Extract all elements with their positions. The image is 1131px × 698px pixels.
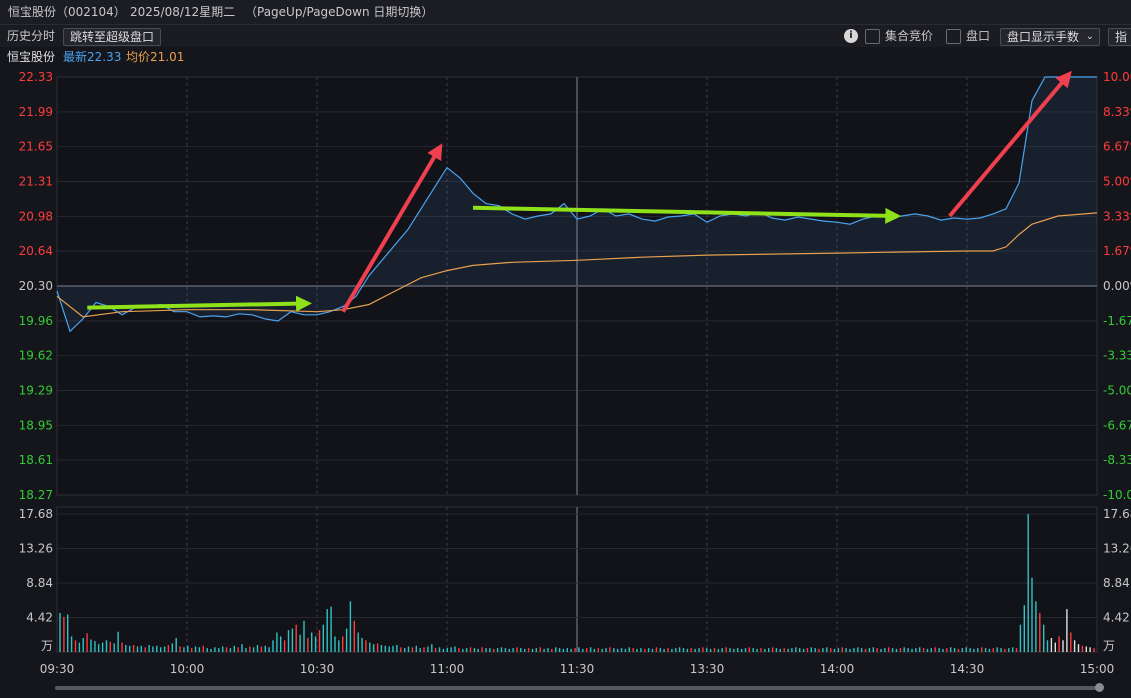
latest-price: 最新22.33: [63, 50, 122, 64]
pct-tick-label: -10.00%: [1103, 488, 1131, 502]
pct-tick-label: 0.00%: [1103, 279, 1131, 293]
flat-trend-arrow: [472, 205, 902, 224]
price-line: [56, 76, 1097, 333]
intraday-chart[interactable]: 22.33 10.00% 21.99 8.33% 21.65 6.67% 21.31 5.00…: [0, 67, 1131, 687]
scrollbar-handle[interactable]: [1095, 683, 1104, 692]
price-tick-label: 20.30: [19, 279, 53, 293]
pct-tick-label: -8.33%: [1103, 453, 1131, 467]
series-lines: [56, 76, 1098, 333]
pankou-display-select[interactable]: 盘口显示手数 ⌄: [1000, 28, 1101, 46]
volume-unit-label: 万: [41, 639, 53, 653]
jump-super-pankou-button[interactable]: 跳转至超级盘口: [63, 28, 162, 46]
volume-tick-label: 8.84: [26, 576, 53, 590]
average-price: 均价21.01: [126, 50, 185, 64]
pct-tick-label: -3.33%: [1103, 349, 1131, 363]
pct-tick-label: -5.00%: [1103, 384, 1131, 398]
stock-name: 恒宝股份: [7, 50, 56, 64]
volume-tick-label: 13.26: [19, 542, 53, 556]
price-tick-label: 21.31: [19, 175, 53, 189]
history-label[interactable]: 历史分时: [7, 29, 56, 43]
auction-checkbox[interactable]: [865, 29, 880, 44]
indicator-button[interactable]: 指: [1108, 28, 1131, 46]
info-bar: 恒宝股份 最新22.33 均价21.01: [0, 47, 1131, 67]
grid: [56, 76, 1098, 653]
price-tick-label: 19.62: [19, 349, 53, 363]
price-tick-label: 18.27: [19, 488, 53, 502]
auction-label: 集合竞价: [885, 29, 934, 43]
time-tick-label: 10:00: [170, 662, 205, 676]
volume-tick-label-right: 17.68: [1103, 507, 1131, 521]
date-switch-hint: （PageUp/PageDown 日期切换）: [245, 5, 434, 19]
price-tick-label: 22.33: [19, 70, 53, 84]
pankou-label: 盘口: [966, 29, 991, 43]
title-bar: 恒宝股份（002104） 2025/08/12星期二 （PageUp/PageD…: [0, 0, 1131, 24]
price-tick-label: 18.61: [19, 453, 53, 467]
volume-tick-label: 17.68: [19, 507, 53, 521]
date-label: 2025/08/12星期二: [130, 5, 236, 19]
time-tick-label: 11:00: [430, 662, 465, 676]
volume-tick-label-right: 8.84: [1103, 576, 1130, 590]
chevron-down-icon: ⌄: [1085, 31, 1095, 42]
pct-tick-label: -6.67%: [1103, 418, 1131, 432]
volume-tick-label-right: 13.26: [1103, 542, 1131, 556]
time-tick-label: 09:30: [40, 662, 75, 676]
flat-trend-arrow: [87, 295, 312, 312]
average-price-line: [56, 212, 1098, 318]
time-tick-label: 15:00: [1080, 662, 1115, 676]
time-tick-label: 14:00: [820, 662, 855, 676]
price-area-fill: [57, 77, 1097, 332]
price-tick-label: 18.95: [19, 418, 53, 432]
pct-tick-label: 6.67%: [1103, 140, 1131, 154]
pankou-select-value: 盘口显示手数: [1007, 30, 1080, 44]
pct-tick-label: 3.33%: [1103, 209, 1131, 223]
pct-tick-label: 5.00%: [1103, 175, 1131, 189]
price-tick-label: 21.99: [19, 105, 53, 119]
time-tick-label: 11:30: [560, 662, 595, 676]
price-tick-label: 19.29: [19, 384, 53, 398]
axis-labels: 22.33 10.00% 21.99 8.33% 21.65 6.67% 21.31 5.00…: [19, 70, 1131, 676]
volume-tick-label: 4.42: [26, 611, 53, 625]
price-area: [57, 77, 1097, 332]
volume-unit-label-right: 万: [1103, 639, 1115, 653]
price-tick-label: 19.96: [19, 314, 53, 328]
price-tick-label: 20.98: [19, 209, 53, 223]
volume-bars: [59, 514, 1095, 652]
pct-tick-label: 1.67%: [1103, 244, 1131, 258]
price-tick-label: 20.64: [19, 244, 53, 258]
pct-tick-label: 8.33%: [1103, 105, 1131, 119]
time-tick-label: 14:30: [950, 662, 985, 676]
annotations: [87, 70, 1072, 313]
rise-trend-arrow: [341, 143, 443, 313]
time-scrollbar[interactable]: [55, 686, 1100, 690]
rise-trend-arrow: [948, 70, 1072, 218]
time-tick-label: 10:30: [300, 662, 335, 676]
pankou-checkbox[interactable]: [946, 29, 961, 44]
price-tick-label: 21.65: [19, 140, 53, 154]
pct-tick-label: 10.00%: [1103, 70, 1131, 84]
stock-title: 恒宝股份（002104）: [8, 5, 126, 19]
volume-tick-label-right: 4.42: [1103, 611, 1130, 625]
time-tick-label: 13:30: [690, 662, 725, 676]
pct-tick-label: -1.67%: [1103, 314, 1131, 328]
toolbar: 历史分时 跳转至超级盘口 i 集合竞价 盘口 盘口显示手数 ⌄ 指: [0, 24, 1131, 47]
info-icon[interactable]: i: [844, 29, 858, 43]
